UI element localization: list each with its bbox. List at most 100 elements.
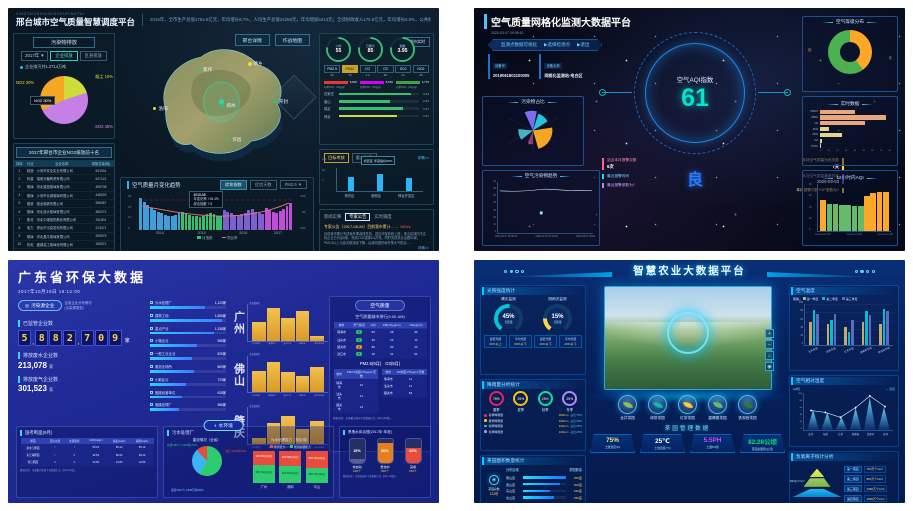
category-item[interactable]: 固废经营单位 628家: [150, 390, 226, 399]
map-city-jiaozuo[interactable]: 焦作: [197, 67, 212, 73]
pill-co[interactable]: CO 1.2: [359, 65, 376, 77]
table-row[interactable]: 6 玻璃 河北迪大玻璃有限公司 380272: [14, 207, 114, 217]
bar: [295, 376, 310, 393]
tab-district-emission[interactable]: 区县排放: [79, 51, 107, 61]
table-row[interactable]: 1 制造 沙河市安全实业有限公司 541901: [14, 167, 114, 176]
temperature-chart[interactable]: (℃) 100 80 60 40 20 0: [796, 299, 893, 346]
locate-button[interactable]: ◉: [765, 362, 774, 371]
target-more-link[interactable]: 详情>>: [417, 155, 429, 160]
table-row[interactable]: 珠海市优 55 28 90: [332, 327, 428, 337]
menu-select-point[interactable]: ▶选择检测点: [544, 42, 570, 47]
grade-donut-chart[interactable]: [828, 30, 872, 74]
leaf-icon: [622, 399, 633, 410]
table-row[interactable]: 汕头市优 30 22 14: [332, 335, 428, 344]
year-select[interactable]: 2017年 ▼: [21, 51, 49, 61]
trend-left-axis: 20 15 10 5: [128, 193, 132, 230]
target-circle-icon: [784, 89, 791, 96]
tab-expert-notice[interactable]: 专家公告: [345, 213, 371, 221]
gauge-row: 小时 55 日累计 85 指数 3.95: [326, 37, 429, 62]
news-more-link[interactable]: 详情>>: [417, 245, 429, 250]
pollution-emission-panel: 污染物排放 2017年 ▼ 企业排放 区县排放 企业排污共1.2714万吨 NO…: [13, 33, 115, 139]
terrain-map[interactable]: [132, 36, 299, 167]
garden-green-tea[interactable]: 绿茶茶园: [648, 395, 667, 421]
map-city-xuchang[interactable]: 许昌: [226, 137, 241, 143]
table-row[interactable]: 韶关市良 80 69 23: [332, 342, 428, 352]
garden-tieguanyin[interactable]: 铁观音茶园: [738, 395, 757, 421]
table-row[interactable]: 4 玻璃 沙河市长城玻璃有限公司 448003: [14, 191, 114, 200]
rainy-gauge-chart[interactable]: 15% 光照量: [543, 304, 572, 333]
map-button-detail[interactable]: 邢台详情: [234, 34, 270, 46]
stack-zhongshan[interactable]: 52% 160万吨/日 48% 150万吨/日 中山: [305, 450, 328, 489]
stacked-bars: 44% 580万吨/日 56% 740万吨/日 广州 46% 500万吨/日 54% …: [251, 450, 331, 489]
pill-pm10[interactable]: PM10 70: [341, 65, 358, 77]
tab-enterprise-emission[interactable]: 企业排放: [50, 51, 78, 61]
tab-good-days[interactable]: 优良天数: [249, 179, 277, 190]
pollution-source-button[interactable]: ◎ 污染源企业: [18, 300, 62, 311]
aqi-grade: 良: [686, 172, 703, 189]
light-intensity-panel: 光照强度统计 晴天监测 45% 光照量 阴雨天监测 15% 光照量 最低光照 40%以…: [480, 285, 586, 375]
tab-target-assessment[interactable]: 目标考核: [324, 153, 349, 163]
category-item[interactable]: 固废处理厂 588家: [150, 402, 226, 412]
stack-shenzhen[interactable]: 46% 500万吨/日 54% 600万吨/日 深圳: [279, 450, 302, 489]
table-row[interactable]: 7 焦化 河北中煤旭阳焦化有限公司 311501: [14, 215, 114, 225]
garden-video-screen[interactable]: [603, 286, 772, 390]
news-headline[interactable]: 专家公告（2017-08-26）目前我市累计…… NEW●: [324, 223, 411, 229]
table-row[interactable]: 8 电力 邢台市污染发电有限公司 213471: [14, 223, 114, 233]
map-city-kaifeng[interactable]: 开封: [273, 99, 288, 105]
map-button-battle[interactable]: 作战地图: [274, 34, 310, 46]
alert-item: 最近报警时间: [602, 173, 686, 179]
air-quality-panel: 空气质量 空气质量城市排行(9:00 AM) 城市 天气情况 AQI PM2.5(μg…: [329, 296, 431, 452]
garden-longjing[interactable]: 龙井茶园: [618, 395, 637, 421]
table-row[interactable]: 3 玻璃 河北建投玻璃有限公司 495705: [14, 182, 114, 192]
tab-realtime-dispatch[interactable]: 实时调度: [374, 214, 392, 219]
garden-black-tea[interactable]: 红茶茶园: [678, 395, 697, 421]
tab-news[interactable]: 新闻实事: [324, 214, 342, 219]
sunny-gauge-chart[interactable]: 45% 光照量: [494, 304, 523, 333]
table-row[interactable]: 9 玻璃 河北晶牛玻璃有限公司 205975: [14, 232, 114, 241]
garden-biluochun[interactable]: 碧螺春茶园: [708, 395, 727, 421]
map-city-zhengzhou[interactable]: 郑州: [220, 103, 236, 109]
zoom-in-button[interactable]: +: [765, 329, 774, 338]
gear-icon: ◎: [25, 302, 30, 308]
table-row[interactable]: 10 热电 盛威高工玻璃化有限公司 158372: [14, 240, 114, 249]
map-city-xinxiang[interactable]: 新乡: [248, 61, 263, 67]
target-bar-chart[interactable]: [336, 168, 423, 192]
aqi-12h-chart[interactable]: 80 60 40 20 0: [809, 184, 891, 232]
pill-no2[interactable]: NO2 28: [412, 65, 429, 77]
category-item[interactable]: 服务业场所 869家: [150, 364, 226, 373]
category-item[interactable]: 小散乱污 723家: [150, 377, 226, 386]
anion-pyramid-chart[interactable]: [791, 468, 843, 498]
trend-chart[interactable]: 20 15 10 5 30% 0% -30% 2015-08 年变化率 +18.4% 综合…: [128, 190, 306, 230]
construction-pie-chart[interactable]: [191, 445, 222, 476]
pie-label-so2: SO2 45%: [95, 124, 113, 129]
bar: [821, 412, 834, 430]
tab-composite-index[interactable]: 综和指数: [220, 179, 247, 190]
category-item[interactable]: 一般工业企业 825家: [150, 351, 226, 360]
pill-pm25[interactable]: PM2.5 35: [324, 65, 341, 77]
category-item[interactable]: 重点产业 1,338家: [150, 326, 226, 335]
menu-visualization[interactable]: 监测点数据可视化: [501, 42, 537, 47]
table-row[interactable]: 2 利废 瑞美天糖陶瓷有限公司 547121: [14, 174, 114, 184]
category-item[interactable]: 小微企业 958家: [150, 338, 226, 348]
stack-guangzhou[interactable]: 44% 580万吨/日 56% 740万吨/日 广州: [252, 450, 275, 489]
table-row[interactable]: 5 钢铁 德龙钢铁有限公司 396067: [14, 199, 114, 208]
humidity-chart[interactable]: 100 80 60 40 20 0: [798, 393, 893, 431]
menu-exit[interactable]: ▶退出: [576, 42, 590, 47]
trendline-plot[interactable]: 70 60 50 40 30 20 10 0: [493, 180, 593, 234]
map-city-luoyang[interactable]: 洛阳: [152, 106, 168, 112]
rose-chart[interactable]: [483, 106, 583, 152]
category-item[interactable]: 污水处理厂 1,123家: [150, 300, 226, 309]
home-button[interactable]: ⌂: [765, 351, 774, 360]
pagination-dots-left[interactable]: [504, 270, 525, 274]
zoom-out-button[interactable]: −: [765, 340, 774, 349]
table-row[interactable]: 湛江市优 16 41 61: [332, 350, 428, 359]
category-item[interactable]: 建筑工地 1,558家: [150, 313, 226, 322]
pill-o3[interactable]: O3 96: [377, 65, 394, 77]
tab-pm25-select[interactable]: PM2.5 ▼: [279, 180, 307, 190]
pagination-dots-right[interactable]: [854, 270, 875, 274]
pill-so2[interactable]: SO2 21: [395, 65, 412, 77]
city-dot-icon: [152, 106, 157, 111]
trend-right-axis: 30% 0% -30%: [299, 193, 306, 230]
bar: [139, 198, 143, 230]
city-bars: [248, 356, 328, 393]
